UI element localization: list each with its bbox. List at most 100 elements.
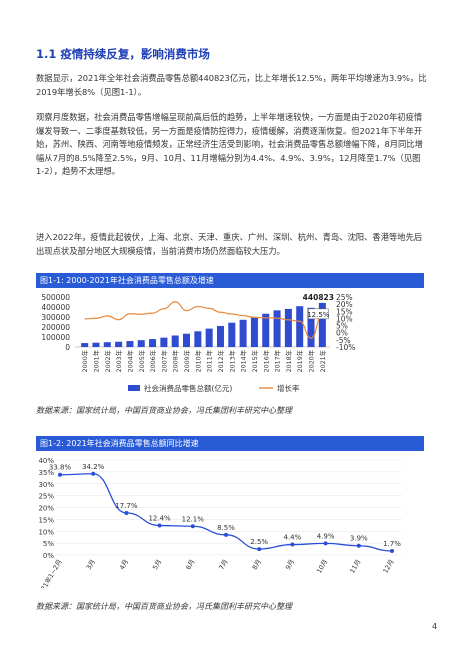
y-tick-label: 100000 (41, 333, 70, 342)
x-tick-label: 2011年 (205, 350, 214, 372)
y-tick-label: 15% (38, 516, 54, 524)
x-tick-label: 2018年 (284, 350, 293, 372)
y-tick-label: 25% (38, 493, 54, 501)
bar (216, 325, 224, 347)
y2-tick-label: 15% (336, 307, 353, 316)
x-tick-label: 9月 (284, 558, 296, 571)
bar (126, 341, 134, 347)
value-label: 34.2% (82, 463, 105, 471)
x-tick-label: 2007年 (159, 350, 168, 372)
figure-2-header: 图1-2: 2021年社会消费品零售总额同比增速 (36, 436, 424, 451)
x-tick-label: 12月 (381, 558, 395, 575)
data-point (190, 524, 195, 529)
figure-1-header: 图1-1: 2000-2021年社会消费品零售总额及增速 (36, 273, 424, 288)
legend-line-label: 增长率 (277, 383, 300, 393)
paragraph-1: 数据显示，2021年全年社会消费品零售总额440823亿元，比上年增长12.5%… (36, 73, 427, 97)
data-point (290, 542, 295, 547)
bar (92, 342, 100, 347)
bar (81, 343, 89, 347)
x-tick-label: 4月 (118, 558, 130, 571)
bar (194, 331, 202, 347)
x-tick-label: 2015年 (250, 350, 259, 372)
value-label: 1.7% (383, 540, 401, 548)
growth-line (59, 473, 393, 552)
value-label: 2.5% (250, 538, 268, 546)
value-label: 4.4% (284, 534, 302, 542)
y2-tick-label: 25% (336, 293, 353, 302)
x-tick-label: 2021年 (318, 350, 327, 372)
value-label: 17.7% (115, 502, 138, 510)
data-point (124, 510, 129, 515)
bar (239, 319, 247, 347)
paragraph-3: 进入2022年，疫情此起彼伏，上海、北京、天津、重庆、广州、深圳、杭州、青岛、沈… (36, 232, 423, 256)
x-tick-label: 2010年 (193, 350, 202, 372)
value-label: 3.9% (350, 535, 368, 543)
x-tick-label: 2008年 (171, 350, 180, 372)
value-label: 4.9% (317, 532, 335, 540)
bar (137, 340, 145, 347)
value-label: 12.1% (182, 515, 205, 523)
bar (296, 306, 304, 347)
bar (183, 333, 191, 347)
bar (228, 322, 236, 347)
bar (262, 313, 270, 347)
data-point (390, 548, 394, 553)
page-number: 4 (432, 622, 438, 631)
y-tick-label: 500000 (41, 293, 70, 302)
legend-bar-label: 社会消费品零售总额(亿元) (144, 383, 232, 393)
x-tick-label: 2000年 (80, 350, 89, 372)
x-tick-label: 2016年 (261, 350, 270, 372)
x-tick-label: 2017年 (273, 350, 282, 372)
rate-label-box (308, 308, 329, 320)
growth-rate-line (84, 301, 323, 339)
data-point (257, 547, 262, 552)
figure-1-source: 数据来源：国家统计局，中国百货商业协会，冯氏集团利丰研究中心整理 (36, 406, 292, 415)
section-title: 1.1 疫情持续反复，影响消费市场 (36, 47, 210, 61)
data-point (323, 541, 328, 546)
data-point (58, 472, 62, 477)
bar (273, 310, 281, 347)
data-point (157, 523, 162, 528)
y-tick-label: 400000 (41, 303, 70, 312)
value-label: 8.5% (217, 524, 235, 532)
x-tick-label: 3月 (85, 558, 97, 571)
bar (149, 339, 157, 347)
y-tick-label: 20% (38, 505, 54, 513)
y-tick-label: 200000 (41, 323, 70, 332)
x-tick-label: 2021年1~2月 (36, 558, 64, 589)
x-tick-label: 2014年 (239, 350, 248, 372)
bar (115, 341, 123, 347)
y2-tick-label: 5% (336, 322, 348, 331)
paragraph-2: 观察月度数据，社会消费品零售增幅呈现前高后低的趋势，上半年增速较快，一方面是由于… (36, 112, 423, 176)
bar (284, 308, 292, 347)
x-tick-label: 2012年 (216, 350, 225, 372)
x-tick-label: 2019年 (295, 350, 304, 372)
value-label: 12.4% (148, 515, 171, 523)
bar-value-label: 440823 (303, 293, 334, 302)
x-tick-label: 2002年 (103, 350, 112, 372)
legend-bar-swatch (128, 385, 140, 391)
y-tick-label: 35% (38, 469, 54, 477)
y2-tick-label: -5% (336, 336, 351, 345)
rate-value-label: 12.5% (307, 311, 330, 319)
data-point (91, 471, 96, 476)
value-label: 33.8% (49, 464, 72, 472)
x-tick-label: 2013年 (227, 350, 236, 372)
figure-2-chart: 40% 35% 30% 25% 20% 15% 10% 5% 0% 33.8% 2021年1~2月 3… (36, 457, 402, 589)
x-tick-label: 11月 (348, 558, 362, 575)
bar (205, 328, 213, 347)
y-tick-label: 0 (65, 343, 70, 352)
x-tick-label: 2009年 (182, 350, 191, 372)
bar (103, 342, 111, 347)
bar (250, 316, 258, 347)
y2-tick-label: 10% (336, 314, 353, 323)
bar (307, 307, 315, 347)
x-tick-label: 2020年 (307, 350, 316, 372)
x-tick-label: 8月 (251, 558, 263, 571)
x-tick-label: 5月 (151, 558, 163, 571)
data-point (356, 543, 361, 548)
x-tick-label: 10月 (315, 558, 329, 575)
x-tick-label: 2006年 (148, 350, 157, 372)
x-tick-label: 2004年 (125, 350, 134, 372)
